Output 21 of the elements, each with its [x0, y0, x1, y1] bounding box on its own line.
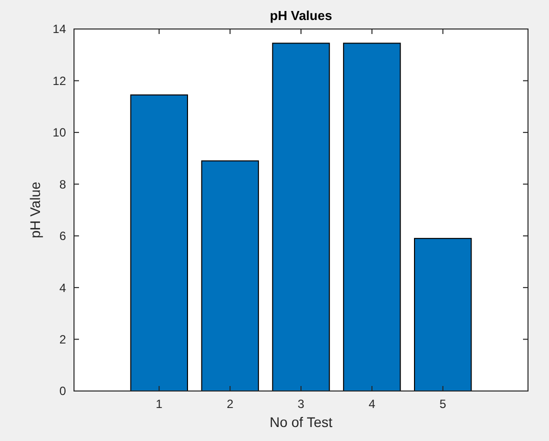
- x-axis-title: No of Test: [270, 414, 332, 430]
- x-tick-label: 5: [440, 397, 447, 411]
- y-tick-label: 12: [52, 74, 66, 88]
- x-tick-label: 4: [368, 397, 376, 411]
- y-tick-label: 0: [59, 384, 66, 398]
- x-tick-label: 3: [298, 397, 305, 411]
- x-tick-label: 2: [226, 397, 234, 411]
- y-tick-label: 10: [52, 126, 66, 140]
- y-tick-label: 14: [52, 22, 66, 36]
- y-tick-label: 6: [59, 229, 66, 244]
- bar: [414, 238, 472, 392]
- x-tick-label: 1: [156, 397, 163, 411]
- bar: [201, 160, 259, 392]
- bar: [272, 42, 330, 392]
- y-tick-label: 2: [59, 332, 66, 346]
- y-axis-title: pH Value: [27, 182, 43, 238]
- y-tick-label: 4: [59, 280, 66, 295]
- y-tick-label: 8: [59, 177, 66, 192]
- chart-title: pH Values: [270, 8, 332, 23]
- bar: [130, 94, 188, 392]
- bar: [343, 42, 401, 392]
